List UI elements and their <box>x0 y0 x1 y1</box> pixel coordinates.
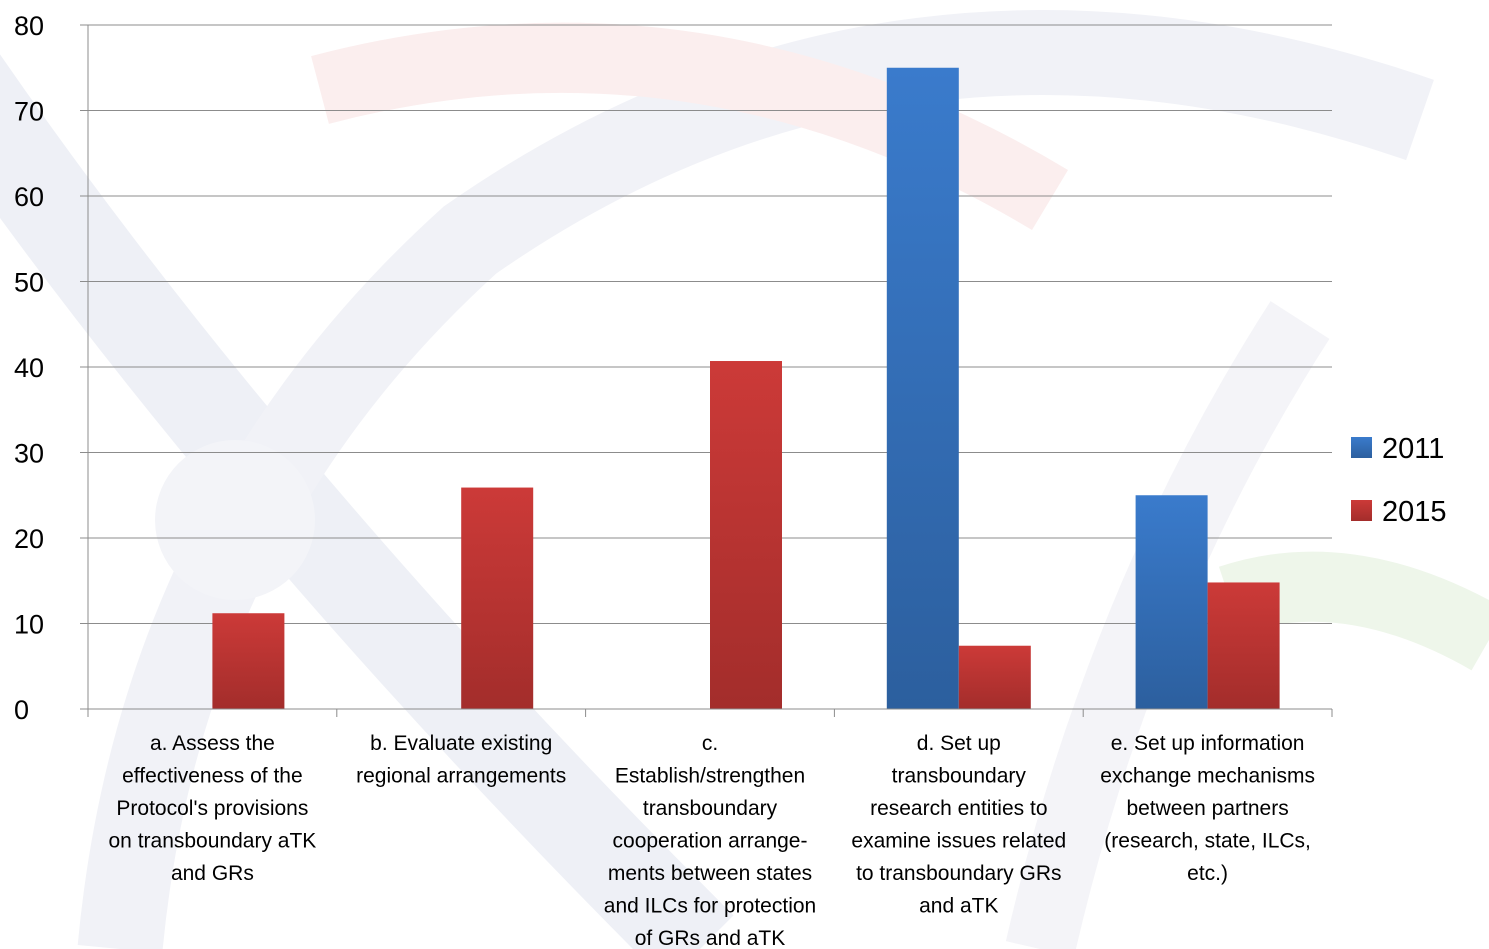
x-category-label: b. Evaluate existing regional arrangement… <box>356 732 566 788</box>
y-tick-label: 10 <box>14 610 44 640</box>
x-axis: a. Assess the effectiveness of the Protoco… <box>87 708 1333 949</box>
bar-2015-5 <box>1207 582 1280 709</box>
bar-2015-1 <box>212 613 285 709</box>
x-category-label: c. Establish/strengthen transboundary coope… <box>604 732 816 949</box>
y-tick-label: 50 <box>14 268 44 298</box>
bar-2015-4 <box>958 645 1031 709</box>
x-category-label: d. Set up transboundary research entities … <box>851 732 1066 918</box>
y-tick-label: 40 <box>14 353 44 383</box>
legend-label-2015: 2015 <box>1382 496 1447 528</box>
y-tick-label: 60 <box>14 182 44 212</box>
y-tick-label: 70 <box>14 97 44 127</box>
x-category-label: a. Assess the effectiveness of the Protoco… <box>109 732 317 885</box>
bar-2011-4 <box>886 67 959 709</box>
bar-2015-2 <box>461 487 534 709</box>
bar-2011-5 <box>1135 495 1208 709</box>
y-axis: 0 10 20 30 40 50 60 70 80 <box>14 11 89 725</box>
legend-swatch-2015 <box>1351 500 1372 521</box>
legend-label-2011: 2011 <box>1382 433 1444 465</box>
y-tick-label: 80 <box>14 11 44 41</box>
y-tick-label: 20 <box>14 524 44 554</box>
legend: 2011 2015 <box>1351 433 1447 528</box>
bar-2015-3 <box>710 361 782 709</box>
y-tick-label: 0 <box>14 695 29 725</box>
x-category-label: e. Set up information exchange mechanisms… <box>1100 732 1315 885</box>
y-tick-label: 30 <box>14 439 44 469</box>
legend-swatch-2011 <box>1351 437 1372 458</box>
bars <box>212 67 1280 709</box>
